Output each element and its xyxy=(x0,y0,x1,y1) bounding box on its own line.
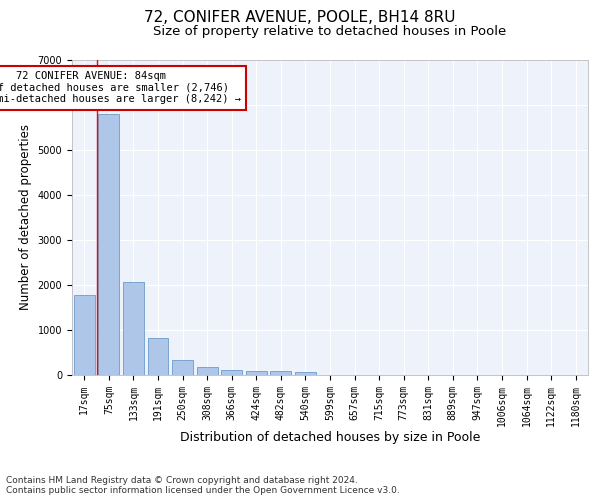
Text: 72, CONIFER AVENUE, POOLE, BH14 8RU: 72, CONIFER AVENUE, POOLE, BH14 8RU xyxy=(144,10,456,25)
Bar xyxy=(148,338,169,375)
Bar xyxy=(197,366,218,375)
Bar xyxy=(172,360,193,375)
Bar xyxy=(123,282,144,375)
Bar xyxy=(246,370,267,375)
Bar xyxy=(98,114,119,375)
Bar xyxy=(295,372,316,375)
Y-axis label: Number of detached properties: Number of detached properties xyxy=(19,124,32,310)
Text: Contains HM Land Registry data © Crown copyright and database right 2024.
Contai: Contains HM Land Registry data © Crown c… xyxy=(6,476,400,495)
X-axis label: Distribution of detached houses by size in Poole: Distribution of detached houses by size … xyxy=(180,432,480,444)
Bar xyxy=(221,370,242,375)
Text: 72 CONIFER AVENUE: 84sqm
← 25% of detached houses are smaller (2,746)
74% of sem: 72 CONIFER AVENUE: 84sqm ← 25% of detach… xyxy=(0,71,241,104)
Title: Size of property relative to detached houses in Poole: Size of property relative to detached ho… xyxy=(154,25,506,38)
Bar xyxy=(74,295,95,375)
Bar xyxy=(271,371,292,375)
